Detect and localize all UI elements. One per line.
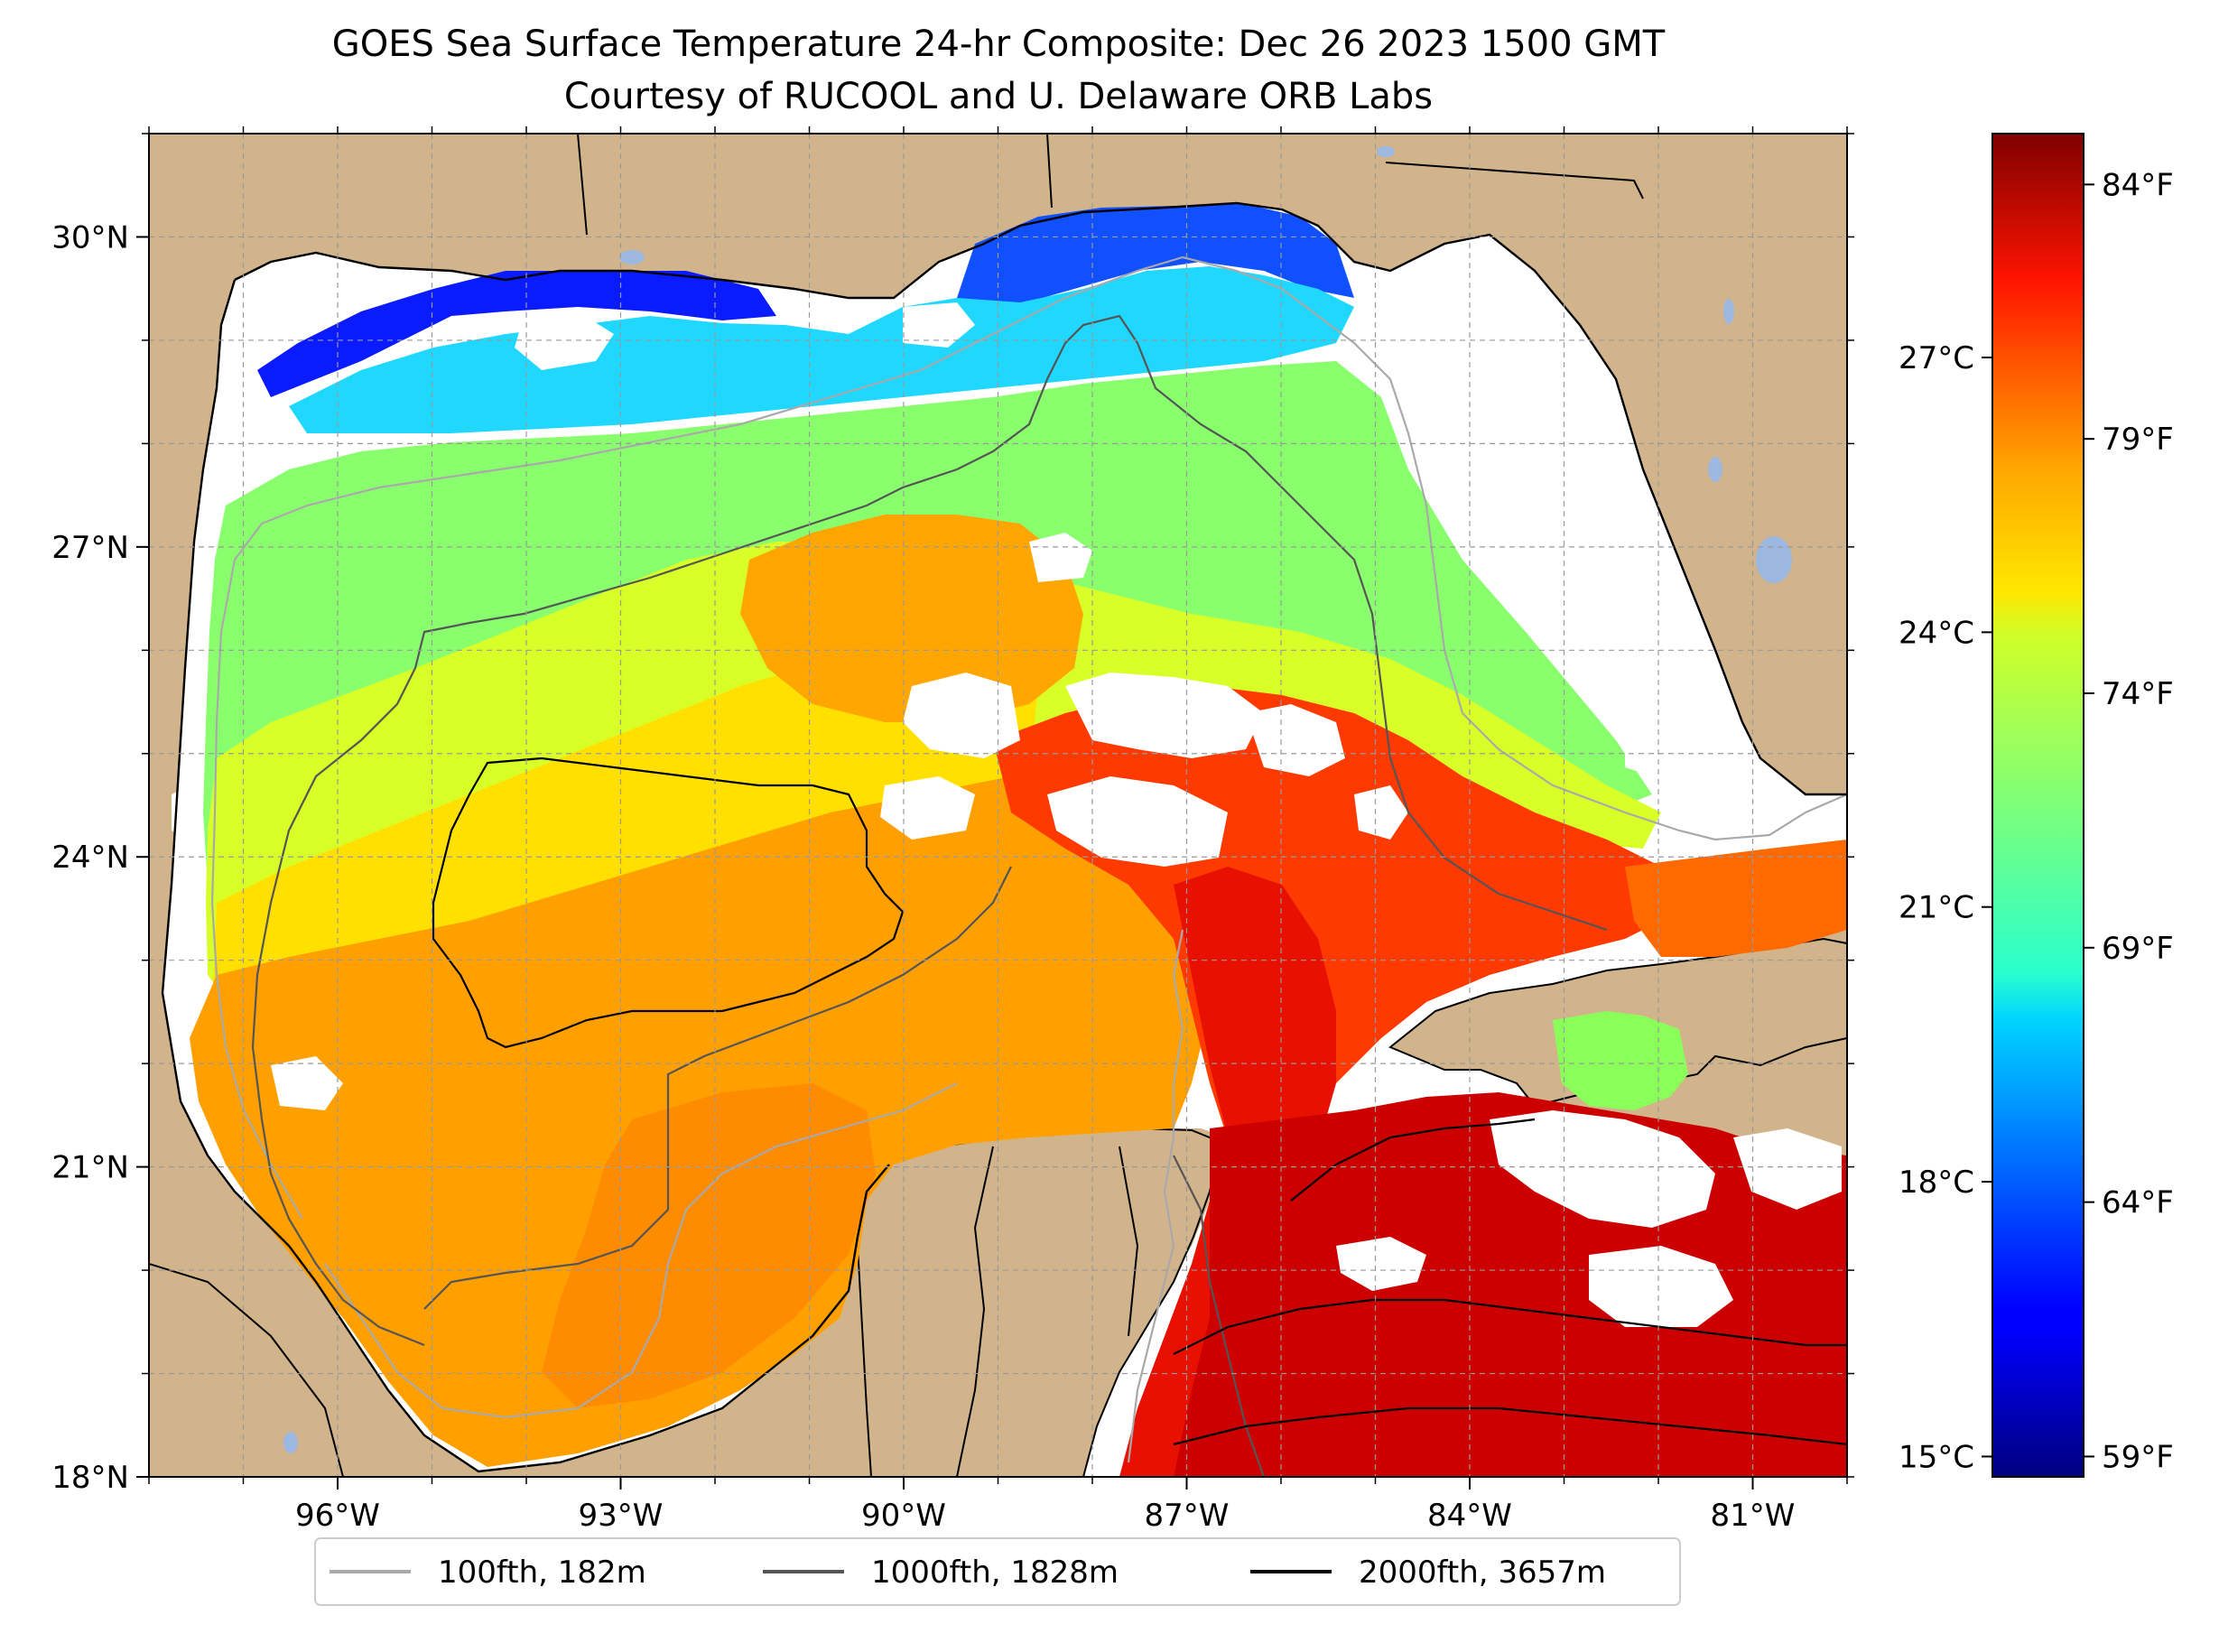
lakes: [283, 146, 1792, 1453]
gridlines: [149, 134, 1847, 1477]
legend-box: [314, 1537, 1681, 1606]
colorbar-f-label: 64°F: [2102, 1185, 2174, 1221]
colorbar-f-label: 84°F: [2102, 167, 2174, 203]
lon-axis: 96°W 93°W 90°W 87°W 84°W 81°W: [148, 126, 1848, 1534]
lon-tick-label: 96°W: [295, 1498, 380, 1534]
colorbar-fahrenheit-ticks: 59°F 64°F 69°F 74°F 79°F 84°F: [2084, 167, 2174, 1475]
legend-label: 100fth, 182m: [438, 1555, 646, 1591]
colorbar-f-label: 79°F: [2102, 422, 2174, 458]
lon-tick-label: 84°W: [1427, 1498, 1512, 1534]
legend-label: 2000fth, 3657m: [1359, 1555, 1606, 1591]
legend-label: 1000fth, 1828m: [871, 1555, 1119, 1591]
lon-tick-label: 81°W: [1711, 1498, 1796, 1534]
sst-cold-nearshore-east: [957, 204, 1354, 307]
title-line-1: GOES Sea Surface Temperature 24-hr Compo…: [332, 23, 1666, 65]
lon-tick-label: 87°W: [1145, 1498, 1230, 1534]
contour-2000fth: [432, 756, 1847, 1446]
colorbar-f-label: 59°F: [2102, 1439, 2174, 1475]
sst-orange-straits: [1625, 840, 1847, 957]
contour-100fth: [210, 255, 1847, 1463]
map-panel: [149, 134, 1847, 1477]
colorbar-f-label: 74°F: [2102, 676, 2174, 712]
colorbar-celsius-ticks: 15°C 18°C 21°C 24°C 27°C: [1899, 340, 1992, 1475]
colorbar-c-label: 24°C: [1899, 615, 1974, 651]
sst-cold-nearshore: [257, 271, 776, 397]
colorbar-c-label: 18°C: [1899, 1165, 1974, 1201]
title-line-2: Courtesy of RUCOOL and U. Delaware ORB L…: [564, 76, 1433, 117]
lon-tick-label: 90°W: [861, 1498, 946, 1534]
lon-tick-label: 93°W: [579, 1498, 664, 1534]
colorbar-c-label: 21°C: [1899, 890, 1974, 926]
colorbar-gradient: [1992, 133, 2084, 1478]
political-borders: [149, 134, 1644, 1477]
lat-tick-label: 30°N: [51, 219, 129, 255]
sst-green-cuba-shelf: [1553, 1011, 1688, 1110]
coastline: [161, 201, 1847, 1473]
sst-cyan-band: [289, 266, 1354, 433]
sst-deep-orange-bay: [542, 1083, 876, 1408]
colorbar-f-label: 69°F: [2102, 931, 2174, 967]
lat-tick-label: 24°N: [51, 840, 129, 876]
lat-tick-label: 18°N: [51, 1460, 129, 1496]
legend: 100fth, 182m 1000fth, 1828m 2000fth, 3657m: [314, 1537, 1681, 1606]
colorbar: 59°F 64°F 69°F 74°F 79°F 84°F 15°C 18°C 21°C 24°…: [1899, 133, 2174, 1478]
colorbar-c-label: 27°C: [1899, 340, 1974, 376]
colorbar-c-label: 15°C: [1899, 1439, 1974, 1475]
lat-tick-label: 21°N: [51, 1150, 129, 1186]
lat-axis: 30°N 27°N 24°N 21°N 18°N: [51, 133, 1854, 1496]
lat-tick-label: 27°N: [51, 530, 129, 566]
